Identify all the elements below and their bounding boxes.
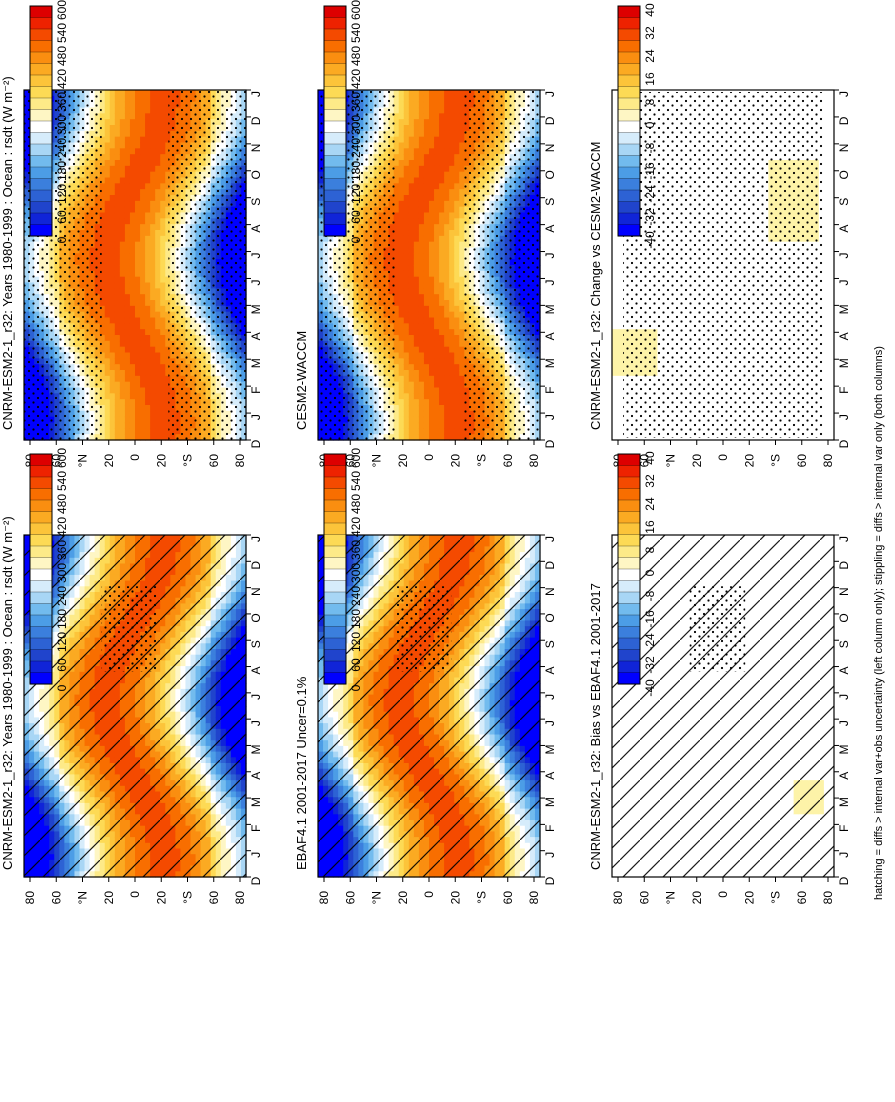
month-tick-label: S	[249, 640, 263, 648]
lat-tick-label: 20	[154, 891, 168, 905]
lat-tick-label: 60	[207, 891, 221, 905]
month-tick-label: D	[249, 561, 263, 570]
lat-tick-label: °N	[76, 891, 90, 904]
month-tick-label: J	[249, 720, 263, 726]
lat-tick-label: °S	[181, 891, 195, 904]
month-tick-label: A	[249, 772, 263, 780]
lat-tick-label: 60	[49, 891, 63, 905]
lat-tick-label: 80	[233, 891, 247, 905]
month-tick-label: J	[249, 694, 263, 700]
month-tick-label: J	[249, 536, 263, 542]
stippling-overlay	[101, 586, 158, 672]
panel-cnrm: D J F M A M J J A S O N D J 80 60 °N 20 0 20 °S 60 80	[23, 534, 263, 905]
month-tick-label: F	[249, 825, 263, 832]
month-tick-label: A	[249, 667, 263, 675]
month-tick-label: M	[249, 744, 263, 754]
lat-tick-label: 20	[102, 891, 116, 905]
lat-tick-label: 0	[128, 891, 142, 898]
month-tick-label: O	[249, 613, 263, 622]
month-tick-label: N	[249, 587, 263, 596]
month-tick-label: D	[249, 876, 263, 885]
lat-tick-label: 80	[23, 891, 37, 905]
month-tick-label: M	[249, 797, 263, 807]
month-tick-label: J	[249, 852, 263, 858]
